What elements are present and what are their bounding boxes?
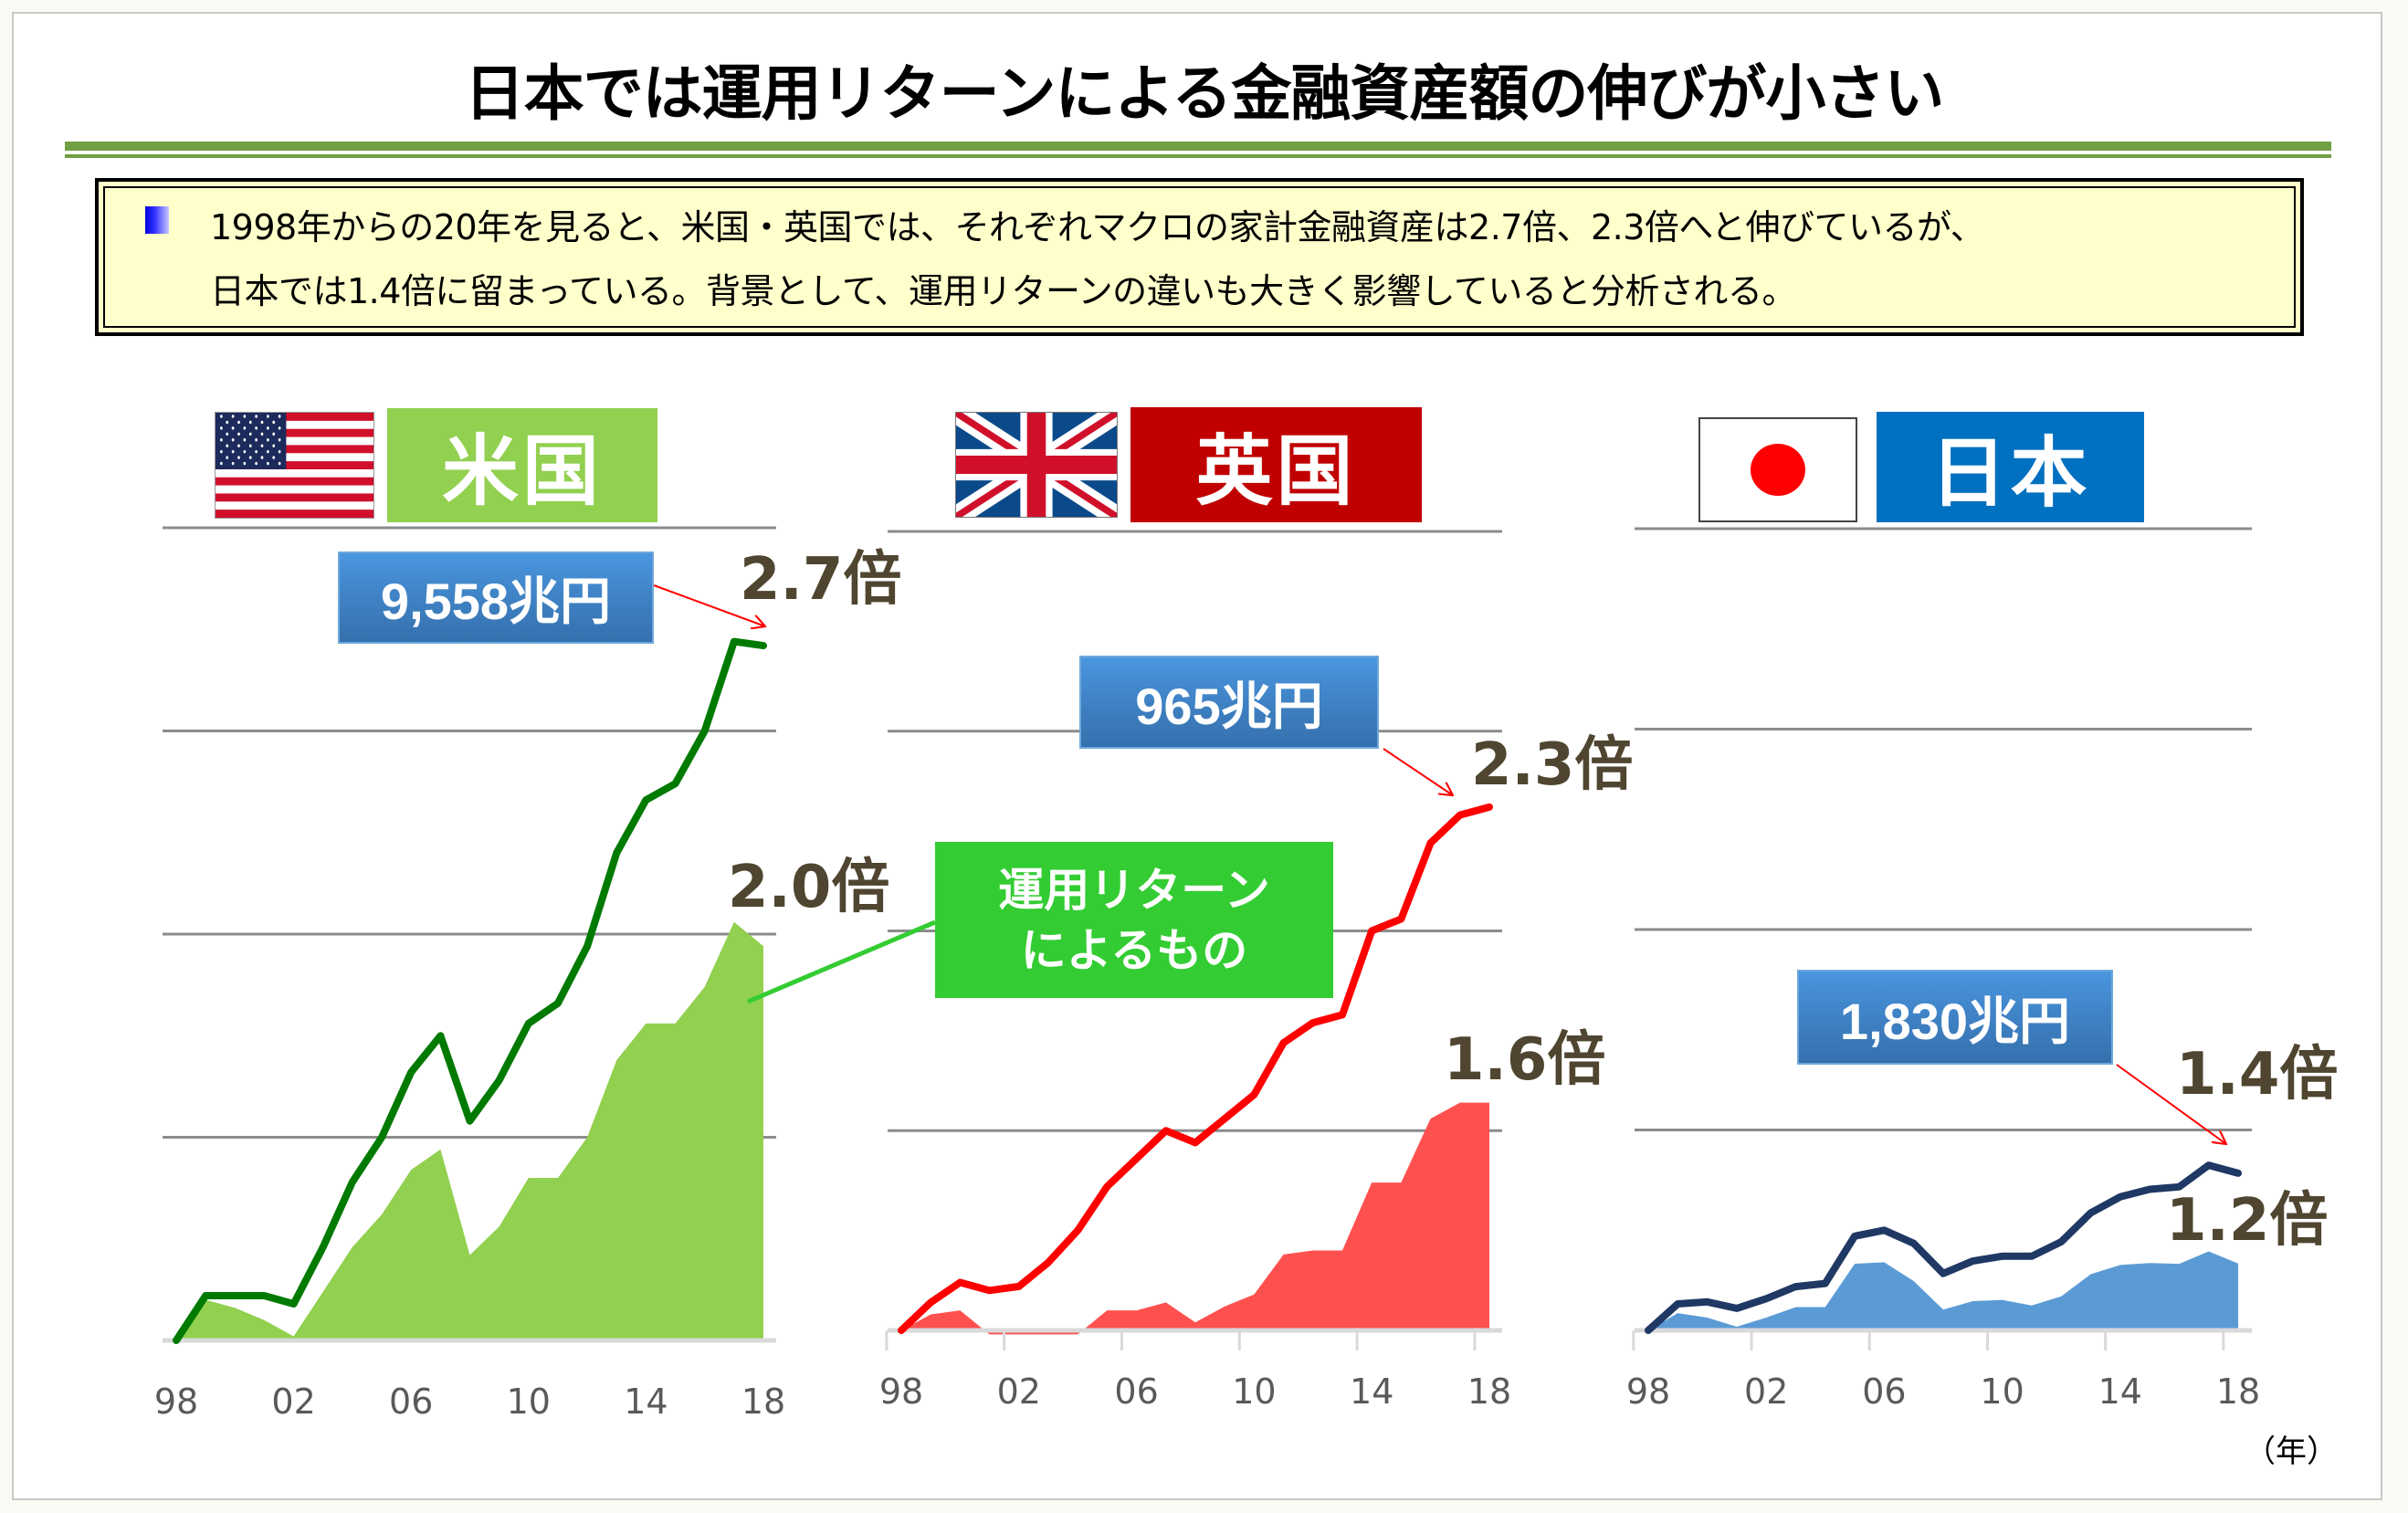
uk-x-tick-label: 10 [1232,1371,1276,1412]
country-label-uk: 英国 [1130,407,1422,522]
us-x-tick-label: 18 [741,1382,785,1422]
callout-line-1: 運用リターン [998,863,1270,917]
summary-box: 1998年からの20年を見ると、米国・英国では、それぞれマクロの家計金融資産は2… [95,178,2304,336]
country-label-us: 米国 [387,408,657,522]
jp-x-tick-label: 98 [1626,1371,1670,1412]
us-x-tick-label: 98 [154,1382,198,1422]
country-label-jp: 日本 [1877,412,2144,522]
uk-return-area [901,1102,1489,1335]
us-x-tick-label: 02 [271,1382,315,1422]
jp-x-tick-label: 02 [1744,1371,1788,1412]
us-value-arrow [653,584,765,626]
title-rule-thick [65,142,2331,151]
summary-line-1: 1998年からの20年を見ると、米国・英国では、それぞれマクロの家計金融資産は2… [210,207,1985,247]
jp-total-assets-line [1645,1161,2242,1334]
summary-line-2: 日本では1.4倍に留まっている。背景として、運用リターンの違いも大きく影響してい… [210,271,1796,311]
jp-total-value-box: 1,830兆円 [1797,970,2113,1065]
uk-x-tick-label: 14 [1350,1371,1393,1412]
uk-x-tick-label: 02 [997,1371,1041,1412]
chart-us: 98 02 06 10 14 18 [154,526,785,1422]
bullet-square-icon [145,206,169,234]
us-flag-icon [215,412,374,519]
jp-x-tick-label: 06 [1862,1371,1906,1412]
uk-x-tick-label: 98 [879,1371,923,1412]
title-rule-thin [65,154,2331,158]
jp-x-tick-label: 10 [1980,1371,2024,1412]
us-return-multiple: 2.0倍 [728,854,890,921]
us-x-tick-label: 14 [624,1382,668,1422]
us-total-value-box: 9,558兆円 [338,552,654,644]
uk-x-tick-label: 18 [1467,1371,1511,1412]
jp-flag-disc [1751,444,1805,496]
chart-jp: 98 02 06 10 14 18 [1626,527,2260,1412]
summary-inner-border [103,186,2296,328]
uk-flag-icon [950,404,1123,526]
page-title: 日本では運用リターンによる金融資産額の伸びが小さい [464,58,1945,129]
uk-return-multiple: 1.6倍 [1444,1026,1606,1094]
jp-value-arrow [2116,1064,2226,1144]
us-total-assets-line [173,637,767,1344]
us-total-multiple: 2.7倍 [740,546,902,614]
uk-total-value-box: 965兆円 [1079,656,1379,749]
uk-total-assets-line [898,803,1493,1334]
uk-x-tick-label: 06 [1114,1371,1158,1412]
jp-x-tick-label: 18 [2216,1371,2260,1412]
uk-total-multiple: 2.3倍 [1471,731,1634,799]
callout-leader-line [747,919,936,1004]
investment-return-callout: 運用リターン によるもの [935,842,1333,998]
jp-x-tick-label: 14 [2098,1371,2142,1412]
us-x-tick-label: 10 [507,1382,551,1422]
jp-flag-icon [1698,417,1857,522]
us-return-area [176,921,763,1340]
jp-return-area [1648,1251,2238,1330]
callout-line-2: によるもの [1020,923,1248,977]
x-axis-unit: （年） [2245,1434,2338,1470]
uk-value-arrow [1383,748,1453,795]
us-x-tick-label: 06 [389,1382,433,1422]
jp-return-multiple: 1.2倍 [2166,1187,2329,1255]
jp-total-multiple: 1.4倍 [2176,1041,2339,1108]
